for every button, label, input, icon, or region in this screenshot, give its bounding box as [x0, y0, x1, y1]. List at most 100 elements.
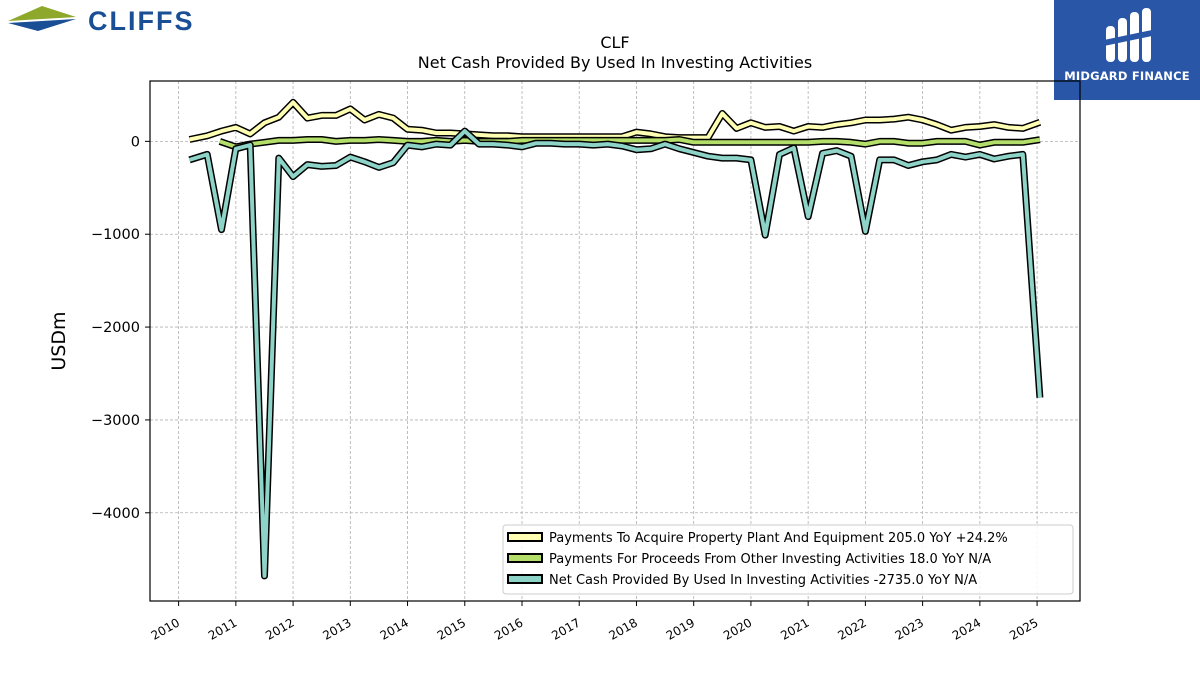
series-1-point [964, 125, 968, 129]
series-3-point [391, 161, 395, 165]
midgard-finance-logo-text: MIDGARD FINANCE [1064, 69, 1190, 83]
series-2-point [921, 141, 925, 145]
series-2-point [1007, 140, 1011, 144]
x-tick-label: 2016 [492, 615, 525, 642]
series-2-point [649, 138, 653, 142]
series-1-point [434, 131, 438, 135]
series-1-point [778, 125, 782, 129]
y-axis-label: USDm [48, 311, 70, 370]
x-tick-label: 2022 [835, 615, 868, 642]
series-1-point [949, 128, 953, 132]
series-2-point [391, 138, 395, 142]
series-2-point [291, 138, 295, 142]
series-1-point [420, 128, 424, 132]
series-3-point [763, 233, 767, 237]
series-2-point [863, 142, 867, 146]
series-1-point [449, 131, 453, 135]
series-2-point [835, 139, 839, 143]
series-3-point [735, 156, 739, 160]
series-2-point [706, 140, 710, 144]
series-1-point [835, 123, 839, 127]
series-1-point [1021, 126, 1025, 130]
series-3-point [463, 129, 467, 133]
series-2-point [778, 140, 782, 144]
series-1-point [763, 125, 767, 129]
x-tick-label: 2010 [149, 615, 182, 642]
series-1-point [263, 121, 267, 125]
series-2-point [949, 139, 953, 143]
series-3-outline [188, 127, 1044, 580]
series-3-point [992, 157, 996, 161]
series-3-point [806, 215, 810, 219]
series-2-point [821, 139, 825, 143]
series-3-point [720, 156, 724, 160]
series-2-point [692, 140, 696, 144]
x-tick-label: 2013 [320, 615, 353, 642]
midgard-emblem-icon [1104, 8, 1152, 62]
series-2-point [935, 139, 939, 143]
series-1-point [792, 129, 796, 133]
series-1-outline [188, 98, 1042, 143]
series-3-point [220, 228, 224, 232]
series-3-point [620, 144, 624, 148]
series-1-point [220, 129, 224, 133]
series-2-point [849, 140, 853, 144]
x-tick-label: 2020 [721, 615, 754, 642]
series-3-point [577, 142, 581, 146]
series-2-point [906, 141, 910, 145]
series-3-point [778, 152, 782, 156]
series-3-point [248, 143, 252, 147]
series-3-line [188, 129, 1042, 578]
legend-swatch-2 [507, 553, 543, 563]
cliffs-logo: CLIFFS [8, 4, 248, 38]
series-3-point [663, 142, 667, 146]
y-tick-label: −1000 [91, 227, 140, 243]
series-3-point [1007, 154, 1011, 158]
legend-label-1: Payments To Acquire Property Plant And E… [549, 531, 1008, 546]
series-3-point [363, 160, 367, 164]
series-3-point [420, 145, 424, 149]
x-tick-label: 2025 [1007, 615, 1040, 642]
series-3-point [835, 149, 839, 153]
x-tick-label: 2018 [607, 615, 640, 642]
series-3-point [520, 145, 524, 149]
series-1-point [878, 118, 882, 122]
series-3-point [1038, 396, 1042, 400]
series-3-point [449, 143, 453, 147]
series-2-point [878, 139, 882, 143]
series-3-point [906, 164, 910, 168]
y-tick-label: 0 [131, 134, 140, 150]
series-2-point [420, 139, 424, 143]
series-2-point [1021, 140, 1025, 144]
series-1-point [921, 118, 925, 122]
series-3-point [749, 158, 753, 162]
cliffs-logo-text: CLIFFS [88, 6, 195, 36]
series-3-point [849, 154, 853, 158]
series-2-point [892, 139, 896, 143]
series-2-point [377, 138, 381, 142]
series-3-point [706, 154, 710, 158]
series-1-point [720, 112, 724, 116]
series-1-point [205, 134, 209, 138]
series-3-point [892, 158, 896, 162]
series-3-point [348, 155, 352, 159]
series-3-point [291, 175, 295, 179]
series-1-point [1007, 125, 1011, 129]
series-3-point [477, 142, 481, 146]
series-1-point [978, 125, 982, 129]
series-2-point [792, 140, 796, 144]
series-3-point [377, 165, 381, 169]
series-2-point [305, 138, 309, 142]
x-tick-label: 2019 [664, 615, 697, 642]
series-2-point [635, 138, 639, 142]
series-2-point [763, 140, 767, 144]
series-3-point [263, 574, 267, 578]
series-1-point [363, 118, 367, 122]
series-3-point [964, 155, 968, 159]
series-1-point [406, 127, 410, 131]
series-1-point [806, 125, 810, 129]
series-2-point [720, 140, 724, 144]
series-3-point [949, 152, 953, 156]
series-2-point [334, 139, 338, 143]
series-2-point [348, 138, 352, 142]
